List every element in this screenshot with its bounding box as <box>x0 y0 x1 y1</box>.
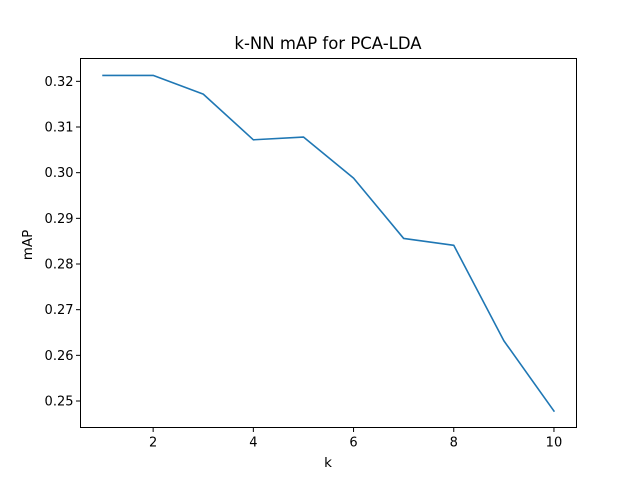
y-tick-label: 0.27 <box>45 303 74 318</box>
x-tick-label: 2 <box>149 436 157 451</box>
y-tick-label: 0.32 <box>45 75 74 90</box>
y-tick-label: 0.25 <box>45 395 74 410</box>
y-tick-label: 0.28 <box>45 258 74 273</box>
plot-area-frame <box>80 58 577 428</box>
y-tick-label: 0.26 <box>45 349 74 364</box>
series-line <box>102 74 556 413</box>
x-axis-label: k <box>324 455 332 471</box>
y-tick-label: 0.30 <box>45 166 74 181</box>
x-tick-label: 4 <box>249 436 257 451</box>
y-tick-label: 0.31 <box>45 121 74 136</box>
x-tick-label: 6 <box>349 436 357 451</box>
axis-ticks: 2 4 6 8 10 0.25 0.26 0.27 0.28 0.29 0.30 0.31 0.32 <box>45 75 563 451</box>
y-axis-label: mAP <box>20 230 36 261</box>
y-tick-label: 0.29 <box>45 212 74 227</box>
series-group <box>102 74 556 413</box>
chart-title: k-NN mAP for PCA-LDA <box>234 34 422 53</box>
x-tick-label: 8 <box>450 436 458 451</box>
x-tick-label: 10 <box>546 436 563 451</box>
